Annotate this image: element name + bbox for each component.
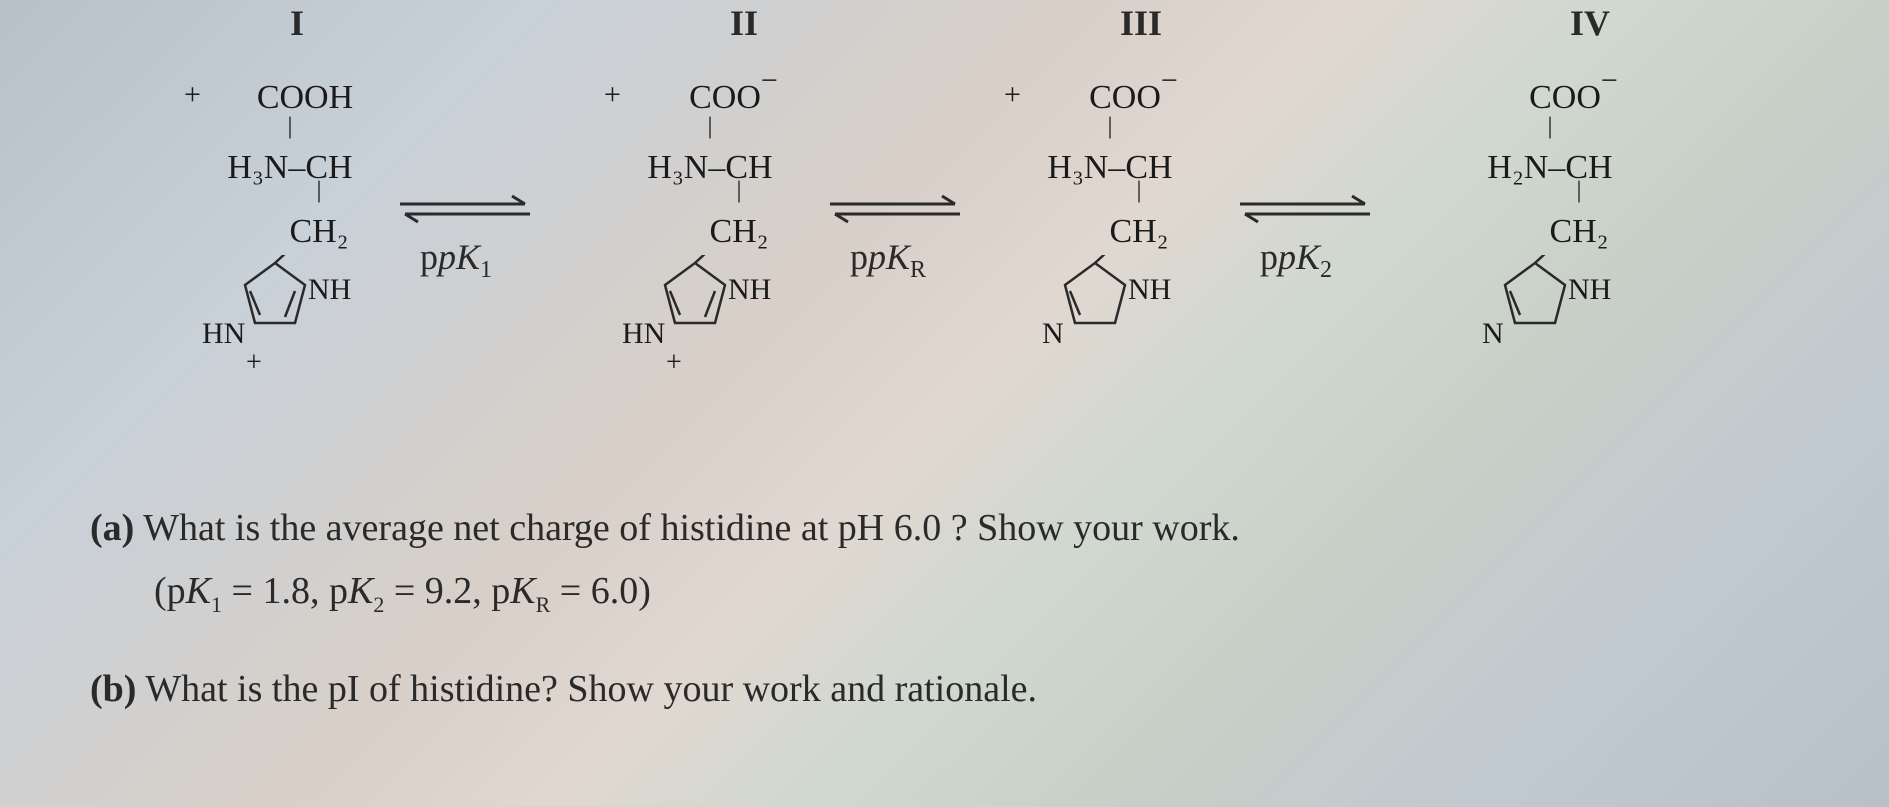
pk1-label: ppK1 <box>420 236 492 284</box>
question-a-pk-values: (pK1 = 1.8, pK2 = 9.2, pKR = 6.0) <box>154 563 1790 621</box>
equilibrium-arrow-3: ppK2 <box>1230 188 1380 278</box>
neg-charge: − <box>1601 64 1618 99</box>
equilibrium-arrow-1: ppK1 <box>390 188 540 278</box>
ring-n: N <box>1042 317 1064 352</box>
plus-charge: + <box>1004 78 1021 113</box>
ring-n: N <box>1482 317 1504 352</box>
roman-III: III <box>1120 2 1162 44</box>
ring-nh: NH <box>1128 273 1171 308</box>
roman-II: II <box>730 2 758 44</box>
cooh-label: COOH <box>257 79 353 116</box>
pk2-label: ppK2 <box>1260 236 1332 284</box>
coo-label: COO <box>689 79 761 116</box>
plus-charge: + <box>604 78 621 113</box>
question-a-text: What is the average net charge of histid… <box>134 507 1240 549</box>
structure-II: + COO − │ H₃N–CH │ CH₂ NH HN + <box>620 78 800 365</box>
structures-row: I II III IV + COOH │ H₃N–CH │ CH₂ NH HN … <box>0 0 1889 380</box>
question-a-label: (a) <box>90 507 134 549</box>
roman-IV: IV <box>1570 2 1610 44</box>
question-a: (a) What is the average net charge of hi… <box>90 500 1790 557</box>
structure-I: + COOH │ H₃N–CH │ CH₂ NH HN + <box>200 78 380 365</box>
equilibrium-arrow-icon <box>1230 188 1380 228</box>
neg-charge: − <box>761 64 778 99</box>
equilibrium-arrow-icon <box>390 188 540 228</box>
question-b-text: What is the pI of histidine? Show your w… <box>136 668 1037 710</box>
coo-label: COO <box>1089 79 1161 116</box>
ring-hn: HN <box>622 317 665 352</box>
ring-plus: + <box>666 347 682 379</box>
ring-plus: + <box>246 347 262 379</box>
ring-nh: NH <box>308 273 351 308</box>
neg-charge: − <box>1161 64 1178 99</box>
ring-nh: NH <box>1568 273 1611 308</box>
ring-hn: HN <box>202 317 245 352</box>
question-b: (b) What is the pI of histidine? Show yo… <box>90 661 1790 718</box>
ring-nh: NH <box>728 273 771 308</box>
equilibrium-arrow-2: ppKR <box>820 188 970 278</box>
structure-IV: COO − │ H₂N–CH │ CH₂ NH N <box>1460 78 1640 365</box>
pkR-label: ppKR <box>850 236 926 284</box>
questions-block: (a) What is the average net charge of hi… <box>90 500 1790 718</box>
structure-III: + COO − │ H₃N–CH │ CH₂ NH N <box>1020 78 1200 365</box>
roman-I: I <box>290 2 304 44</box>
equilibrium-arrow-icon <box>820 188 970 228</box>
question-b-label: (b) <box>90 668 136 710</box>
plus-charge: + <box>184 78 201 113</box>
coo-label: COO <box>1529 79 1601 116</box>
